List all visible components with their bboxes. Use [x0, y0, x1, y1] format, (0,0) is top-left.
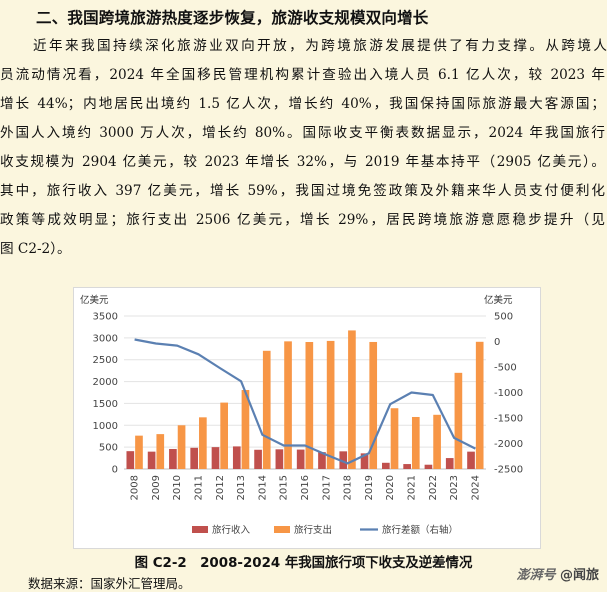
y2-tick-label: -2500	[494, 465, 523, 476]
paragraph-line: 外国人入境约 3000 万人次，增长约 80%。国际收支平衡表数据显示，2024…	[0, 125, 605, 141]
travel-balance-chart: 亿美元 亿美元 0 500 1000 1500 2000 2500 3000 3500 500 0 -5…	[73, 287, 541, 549]
paragraph-line: 员流动情况看，2024 年全国移民管理机构累计查验出入境人员 6.1 亿人次，较…	[0, 67, 605, 83]
legend-swatch-expenditure	[274, 526, 290, 533]
legend-label-income: 旅行收入	[212, 524, 251, 536]
bar-expenditure	[177, 425, 186, 469]
x-tick-label: 2019	[364, 475, 375, 500]
bar-income	[382, 462, 390, 469]
balance-line	[134, 338, 476, 465]
x-tick-label: 2016	[300, 475, 311, 500]
right-axis-unit: 亿美元	[484, 294, 513, 306]
bar-expenditure	[326, 340, 335, 469]
y-tick-label: 3000	[93, 333, 118, 344]
bar-income	[467, 451, 475, 469]
bar-expenditure	[433, 414, 441, 469]
y-tick-label: 1500	[93, 399, 118, 410]
y-tick-label: 2000	[93, 377, 118, 388]
y2-tick-label: 500	[494, 312, 513, 323]
paragraph-line: 收支规模为 2904 亿美元，较 2023 年增长 32%，与 2019 年基本…	[0, 154, 605, 170]
watermark: 澎湃号 @闻旅	[516, 564, 599, 583]
x-tick-label: 2020	[385, 475, 396, 500]
x-tick-label: 2024	[470, 475, 481, 500]
bar-income	[190, 447, 199, 469]
y-tick-label: 2500	[93, 355, 118, 366]
y-tick-label: 0	[112, 465, 118, 476]
y-tick-label: 500	[99, 443, 118, 454]
y-tick-label: 3500	[93, 312, 118, 323]
bar-income	[232, 446, 241, 469]
paragraph-line: 政策等成效明显；旅行支出 2506 亿美元，增长 29%，居民跨境旅游意愿稳步提…	[0, 212, 605, 228]
x-tick-label: 2021	[406, 475, 417, 500]
legend-swatch-income	[192, 526, 208, 533]
figure-caption: 图 C2-2 2008-2024 年我国旅行项下收支及逆差情况	[134, 556, 473, 571]
bar-expenditure	[156, 434, 165, 469]
x-tick-label: 2013	[236, 475, 247, 500]
x-tick-label: 2012	[215, 475, 226, 500]
y2-tick-label: -1000	[494, 388, 523, 399]
paragraph-line: 近年来我国持续深化旅游业双向开放，为跨境旅游发展提供了有力支撑。从跨境人	[33, 38, 607, 54]
bar-income	[169, 448, 177, 469]
bar-expenditure	[199, 417, 207, 469]
bar-expenditure	[220, 402, 228, 469]
paragraph-line: 其中，旅行收入 397 亿美元，增长 59%，我国过境免签政策及外籍来华人员支付…	[0, 183, 605, 199]
bar-income	[445, 458, 454, 469]
legend-label-balance: 旅行差额（右轴）	[382, 524, 458, 536]
bar-expenditure	[262, 350, 271, 469]
bar-income	[126, 451, 135, 469]
bar-expenditure	[390, 408, 399, 469]
bar-income	[296, 449, 305, 469]
bar-income	[424, 464, 433, 469]
watermark-author: @闻旅	[559, 568, 599, 583]
bar-expenditure	[369, 341, 378, 469]
x-tick-label: 2008	[130, 475, 141, 500]
watermark-brand: 澎湃号	[516, 568, 556, 583]
x-tick-label: 2023	[449, 475, 460, 500]
chart-svg: 亿美元 亿美元 0 500 1000 1500 2000 2500 3000 3500 500 0 -5…	[80, 294, 523, 536]
data-source: 数据来源：国家外汇管理局。	[28, 576, 191, 591]
section-heading: 二、我国跨境旅游热度逐步恢复，旅游收支规模双向增长	[36, 9, 429, 27]
x-tick-label: 2011	[194, 475, 205, 500]
bar-expenditure	[348, 330, 356, 469]
y-tick-label: 1000	[93, 421, 118, 432]
x-tick-label: 2014	[257, 475, 268, 500]
legend-label-expenditure: 旅行支出	[294, 524, 332, 536]
bar-expenditure	[284, 341, 292, 469]
left-axis-unit: 亿美元	[80, 294, 109, 306]
x-tick-label: 2010	[172, 475, 183, 500]
bar-income	[339, 451, 348, 469]
x-tick-label: 2009	[151, 475, 162, 500]
bar-income	[403, 464, 411, 469]
bar-income	[254, 449, 262, 469]
bar-income	[318, 452, 326, 469]
bar-income	[211, 447, 220, 469]
bar-expenditure	[411, 416, 420, 469]
bar-income	[360, 453, 369, 469]
x-tick-label: 2018	[343, 475, 354, 500]
y2-tick-label: -2000	[494, 439, 523, 450]
bar-expenditure	[135, 435, 143, 469]
x-tick-label: 2022	[428, 475, 439, 500]
bar-income	[275, 449, 284, 469]
bar-income	[147, 451, 156, 469]
y2-tick-label: -1500	[494, 414, 523, 425]
x-tick-label: 2017	[321, 475, 332, 500]
x-tick-label: 2015	[279, 475, 290, 500]
bar-expenditure	[241, 390, 250, 469]
bar-expenditure	[305, 342, 314, 469]
y2-tick-label: -500	[494, 363, 517, 374]
y2-tick-label: 0	[494, 337, 500, 348]
paragraph-line: 图 C2-2）。	[0, 241, 71, 257]
paragraph-line: 增长 44%；内地居民出境约 1.5 亿人次，增长约 40%，我国保持国际旅游最…	[0, 96, 605, 112]
bar-expenditure	[475, 341, 484, 469]
bar-expenditure	[454, 372, 463, 469]
